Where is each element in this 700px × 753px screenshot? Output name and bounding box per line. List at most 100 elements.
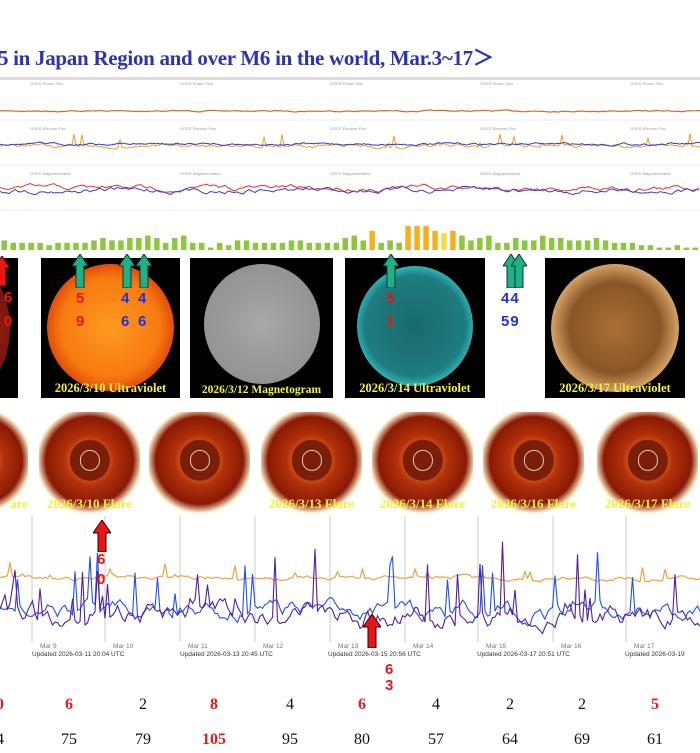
kp-bar xyxy=(306,242,313,250)
magnitude-mark: 1 xyxy=(386,313,395,330)
kp-bar xyxy=(91,240,97,250)
flare-caption: 2026/3/16 Flare xyxy=(490,496,577,511)
kp-bar xyxy=(441,233,447,250)
kp-bar xyxy=(540,235,546,250)
count-value: 2 xyxy=(506,696,514,713)
kp-bar xyxy=(19,242,25,250)
kp-bar xyxy=(557,238,564,250)
kp-bar xyxy=(154,238,160,250)
green-arrow-icon xyxy=(119,254,135,288)
count-value: 80 xyxy=(354,731,370,748)
flare-caption: 2026/3/13 Flare xyxy=(268,496,355,511)
magnitude-mark: 44 xyxy=(501,290,520,307)
date-tick-label: Mar 16 xyxy=(561,643,582,650)
flare-caption: 2026/3/10 Flare xyxy=(46,496,133,511)
kp-bar xyxy=(468,240,474,250)
kp-bar xyxy=(656,247,663,250)
flare-image: 2026/3/14 Flare xyxy=(372,412,473,513)
count-value: 95 xyxy=(282,731,298,748)
kp-bar xyxy=(405,226,411,250)
kp-bar xyxy=(477,238,483,250)
electron-flux-line-a xyxy=(0,141,700,147)
kp-bar xyxy=(495,242,501,250)
kp-bar xyxy=(252,242,259,250)
goes-satellite-plots: GOES Proton Flux GOES Proton Flux GOES Pro… xyxy=(0,81,700,211)
kp-bar xyxy=(315,242,322,250)
kp-bar xyxy=(638,245,645,250)
kp-bar xyxy=(602,240,609,250)
goes-row-label: GOES Electron Flux xyxy=(630,126,666,131)
date-tick-label: Mar 9 xyxy=(40,643,57,650)
kp-bar xyxy=(683,247,690,250)
green-arrow-icon xyxy=(72,254,88,288)
kp-bar xyxy=(145,235,151,250)
kp-bar xyxy=(575,240,582,250)
kp-bar xyxy=(288,240,295,250)
count-value: 57 xyxy=(428,731,444,748)
magnetometer-line-b xyxy=(0,185,700,196)
magnitude-mark: 6 xyxy=(4,289,13,306)
kp-bar xyxy=(1,240,7,250)
red-arrow-icon xyxy=(0,256,10,286)
count-value: 79 xyxy=(135,731,151,748)
kp-bar xyxy=(181,235,187,250)
kp-bar xyxy=(414,226,420,250)
kp-bar xyxy=(37,242,43,250)
magnitude-mark: 4 xyxy=(138,290,147,307)
updated-label: Updated 2026-03-19 xyxy=(625,651,685,658)
goes-row-label: GOES Proton Flux xyxy=(330,81,363,86)
date-tick-label: Mar 13 xyxy=(338,643,359,650)
sun-caption: 2026/3/14 Ultraviolet xyxy=(359,381,471,395)
kp-bar xyxy=(109,240,115,250)
sun-caption: 2026/3/17 Ultraviolet xyxy=(559,381,671,395)
kp-bar xyxy=(396,242,402,250)
goes-row-label: GOES Electron Flux xyxy=(480,126,516,131)
page-title: 5 in Japan Region and over M6 in the wor… xyxy=(0,46,494,70)
kp-bar xyxy=(234,240,241,250)
kp-bar xyxy=(674,245,681,250)
kp-bar xyxy=(198,242,205,250)
goes-row-label: GOES Magnetometers xyxy=(630,171,670,176)
sun-image-0 xyxy=(0,258,18,398)
xray-long-line xyxy=(0,562,700,583)
updated-label: Updated 2026-03-11 20:04 UTC xyxy=(32,651,125,658)
flare-image xyxy=(149,412,250,513)
kp-bar xyxy=(261,242,268,250)
goes-row-label: GOES Magnetometers xyxy=(180,171,220,176)
goes-row-label: GOES Proton Flux xyxy=(480,81,513,86)
kp-bar xyxy=(665,247,672,250)
count-value: 69 xyxy=(574,731,590,748)
xray-short-line-a xyxy=(0,552,700,627)
green-arrow-icon xyxy=(136,254,152,288)
kp-bar xyxy=(629,242,636,250)
flare-image: are xyxy=(0,412,28,513)
kp-bar xyxy=(566,240,573,250)
sun-caption: 2026/3/10 Ultraviolet xyxy=(54,381,167,395)
kp-bar xyxy=(611,242,618,250)
updated-label: Updated 2026-03-17 20:51 UTC xyxy=(477,651,570,658)
kp-index-bar-chart xyxy=(1,226,698,250)
kp-bar xyxy=(297,240,304,250)
magnitude-mark: 3 xyxy=(385,677,394,694)
kp-bar xyxy=(513,238,519,250)
goes-row-label: GOES Magnetometers xyxy=(330,171,370,176)
kp-bar xyxy=(360,240,366,250)
kp-bar xyxy=(459,235,465,250)
count-value: 6 xyxy=(65,696,73,713)
magnitude-mark: 6 xyxy=(138,313,147,330)
goes-row-label: GOES Electron Flux xyxy=(30,126,66,131)
updated-label: Updated 2026-03-15 20:56 UTC xyxy=(328,651,421,658)
kp-bar xyxy=(333,242,340,250)
date-tick-label: Mar 10 xyxy=(113,643,134,650)
kp-bar xyxy=(136,238,142,250)
kp-bar xyxy=(163,242,169,250)
kp-bar xyxy=(270,242,277,250)
kp-bar xyxy=(620,242,627,250)
magnitude-mark: 5 xyxy=(76,290,85,307)
kp-bar xyxy=(127,238,133,250)
kp-bar xyxy=(100,238,106,250)
magnitude-mark: 6 xyxy=(97,551,106,568)
sun-image-ultraviolet-0310: 2026/3/10 Ultraviolet xyxy=(41,258,180,398)
sun-image-magnetogram-0312: 2026/3/12 Magnetogram xyxy=(190,258,333,398)
